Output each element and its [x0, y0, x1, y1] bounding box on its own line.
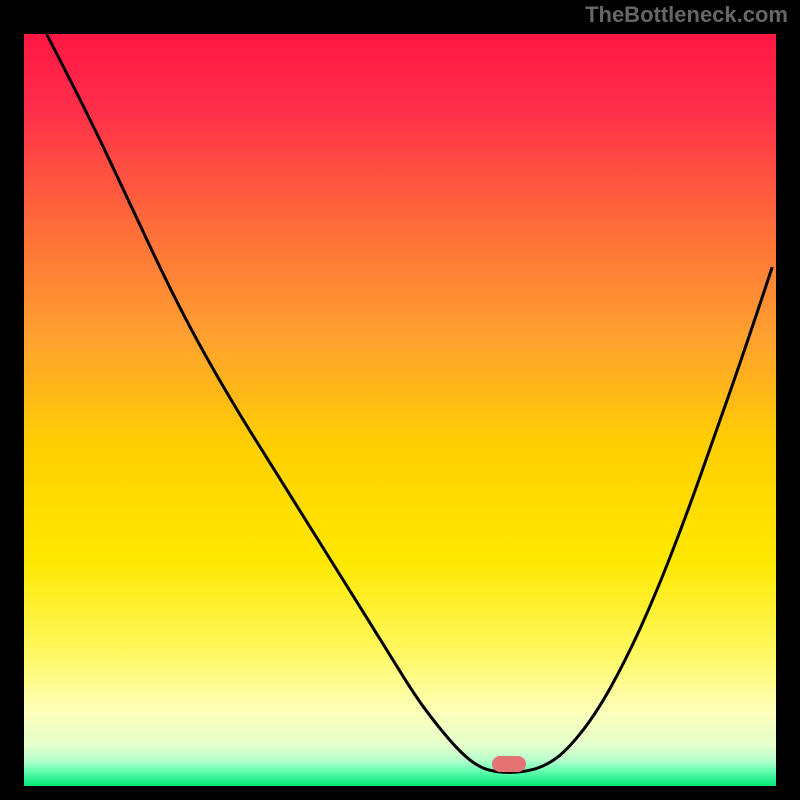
optimal-point-marker: [492, 756, 526, 772]
chart-frame: [20, 30, 780, 780]
bottleneck-curve: [24, 34, 776, 786]
watermark-text: TheBottleneck.com: [585, 2, 788, 28]
